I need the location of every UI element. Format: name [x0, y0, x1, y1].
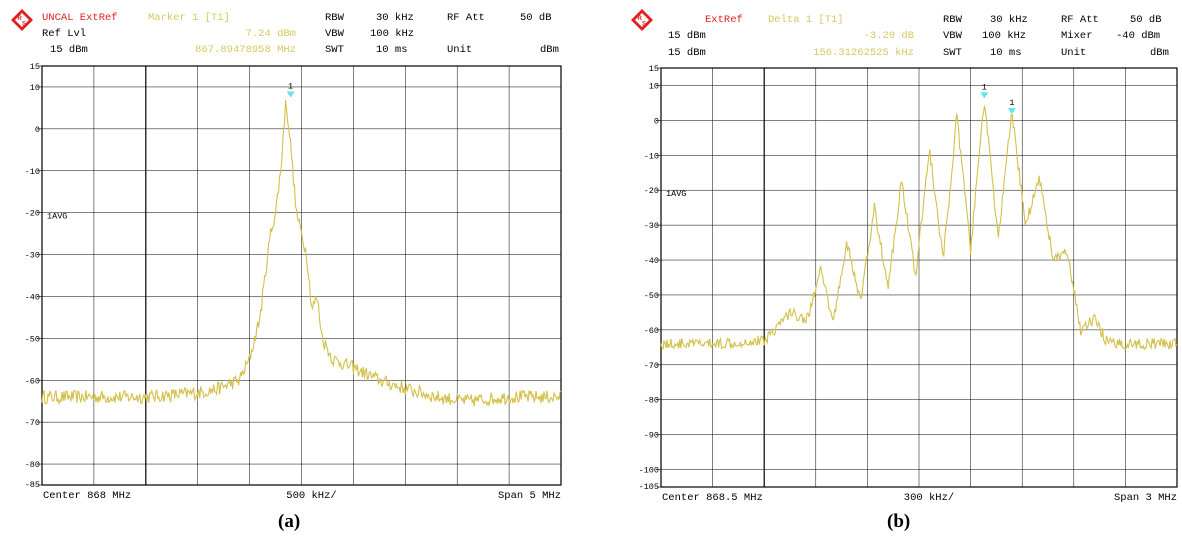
marker-level: -3.20 dB — [864, 30, 914, 42]
marker-name: Marker 1 [T1] — [148, 12, 230, 24]
swt-value: 10 ms — [376, 44, 408, 56]
rbw-value: 30 kHz — [376, 12, 414, 24]
y-tick-label: -80 — [644, 396, 659, 406]
marker-label: 1 — [982, 82, 987, 92]
y-tick-label: -90 — [644, 431, 659, 441]
swt-value: 10 ms — [990, 47, 1022, 59]
unit-value: dBm — [540, 44, 559, 56]
y-tick-label: -20 — [25, 209, 40, 219]
status-text: UNCAL ExtRef — [42, 12, 118, 24]
rbw-value: 30 kHz — [990, 14, 1028, 26]
y-tick-label: -40 — [644, 256, 659, 266]
logo-inner — [635, 13, 649, 27]
logo-letter-r: R — [638, 16, 643, 22]
footer-div: 300 kHz/ — [904, 492, 954, 504]
logo-letter-r: R — [18, 16, 23, 22]
y-tick-label: -30 — [644, 221, 659, 231]
marker-triangle-1 — [980, 92, 989, 99]
rbw-label: RBW — [943, 14, 963, 26]
marker-triangle-2 — [1007, 108, 1016, 115]
marker-triangle-1 — [286, 91, 295, 98]
logo-letter-s: S — [642, 22, 646, 28]
avg-label: 1AVG — [666, 189, 686, 199]
marker-label: 1 — [1009, 98, 1014, 108]
mixer-value: -40 dBm — [1116, 30, 1160, 42]
unit-label: Unit — [1061, 47, 1086, 59]
rohde-schwarz-logo-icon: RS — [631, 9, 653, 31]
footer-div: 500 kHz/ — [286, 490, 336, 502]
y-tick-label: -10 — [25, 167, 40, 177]
spectrum-panel-a: R S UNCAL ExtRef Marker 1 [T1] Ref Lvl 15 dBm… — [0, 0, 580, 537]
rf-att-value: 50 dB — [1130, 14, 1162, 26]
y-tick-label: 15 — [30, 62, 40, 72]
y-tick-label: 10 — [649, 81, 659, 91]
logo-inner — [15, 13, 29, 27]
y-tick-label: 15 — [649, 64, 659, 74]
y-tick-label: -70 — [25, 418, 40, 428]
y-tick-label: -50 — [644, 291, 659, 301]
y-tick-label: 0 — [654, 116, 659, 126]
spectrum-plot-a: RS UNCAL ExtRef Marker 1 [T1] Ref Lvl 15 dBm… — [11, 9, 562, 502]
y-tick-label: -30 — [25, 251, 40, 261]
caption-a: (a) — [278, 511, 301, 532]
swt-label: SWT — [943, 47, 962, 59]
marker-freq: 867.89478958 MHz — [195, 44, 296, 56]
rf-att-value: 50 dB — [520, 12, 552, 24]
y-tick-label: 0 — [35, 125, 40, 135]
rbw-label: RBW — [325, 12, 345, 24]
y-tick-label: -70 — [644, 361, 659, 371]
spectrum-plot-b: RS ExtRef Delta 1 [T1] 15 dBm 15 dBm -3.20 dB… — [631, 9, 1178, 504]
y-tick-label: -20 — [644, 186, 659, 196]
y-tick-label: -80 — [25, 460, 40, 470]
ref-lvl-value-2: 15 dBm — [668, 47, 706, 59]
ref-lvl-value: 15 dBm — [668, 30, 706, 42]
vbw-value: 100 kHz — [370, 28, 414, 40]
marker-freq: 156.31262525 kHz — [813, 47, 914, 59]
y-tick-label: -50 — [25, 334, 40, 344]
y-tick-label: -85 — [25, 480, 40, 490]
ref-lvl-value: 15 dBm — [50, 44, 88, 56]
rf-att-label: RF Att — [1061, 14, 1099, 26]
status-text: ExtRef — [705, 14, 743, 26]
y-tick-label: -100 — [639, 466, 659, 476]
marker-label: 1 — [288, 82, 293, 92]
spectrum-trace — [41, 99, 562, 408]
rohde-schwarz-logo-icon: RS — [11, 9, 33, 31]
spectrum-panel-b: R S ExtRef Delta 1 [T1] 15 dBm 15 dBm -3.20 dB… — [610, 0, 1182, 537]
vbw-label: VBW — [325, 28, 345, 40]
marker-level: 7.24 dBm — [246, 28, 296, 40]
y-tick-label: -40 — [25, 292, 40, 302]
mixer-label: Mixer — [1061, 30, 1093, 42]
footer-center: Center 868 MHz — [43, 490, 131, 502]
swt-label: SWT — [325, 44, 344, 56]
logo-letter-s: S — [22, 22, 26, 28]
y-tick-label: -10 — [644, 151, 659, 161]
y-tick-label: 10 — [30, 83, 40, 93]
unit-label: Unit — [447, 44, 472, 56]
y-tick-label: -105 — [639, 482, 659, 492]
footer-span: Span 5 MHz — [498, 490, 561, 502]
y-tick-label: -60 — [644, 326, 659, 336]
footer-span: Span 3 MHz — [1114, 492, 1177, 504]
spectrum-trace — [660, 105, 1178, 351]
vbw-label: VBW — [943, 30, 963, 42]
ref-lvl-label: Ref Lvl — [42, 28, 86, 40]
caption-b: (b) — [887, 511, 911, 532]
unit-value: dBm — [1150, 47, 1169, 59]
footer-center: Center 868.5 MHz — [662, 492, 763, 504]
avg-label: 1AVG — [47, 212, 67, 222]
y-tick-label: -60 — [25, 376, 40, 386]
rf-att-label: RF Att — [447, 12, 485, 24]
vbw-value: 100 kHz — [982, 30, 1026, 42]
marker-name: Delta 1 [T1] — [768, 14, 844, 26]
